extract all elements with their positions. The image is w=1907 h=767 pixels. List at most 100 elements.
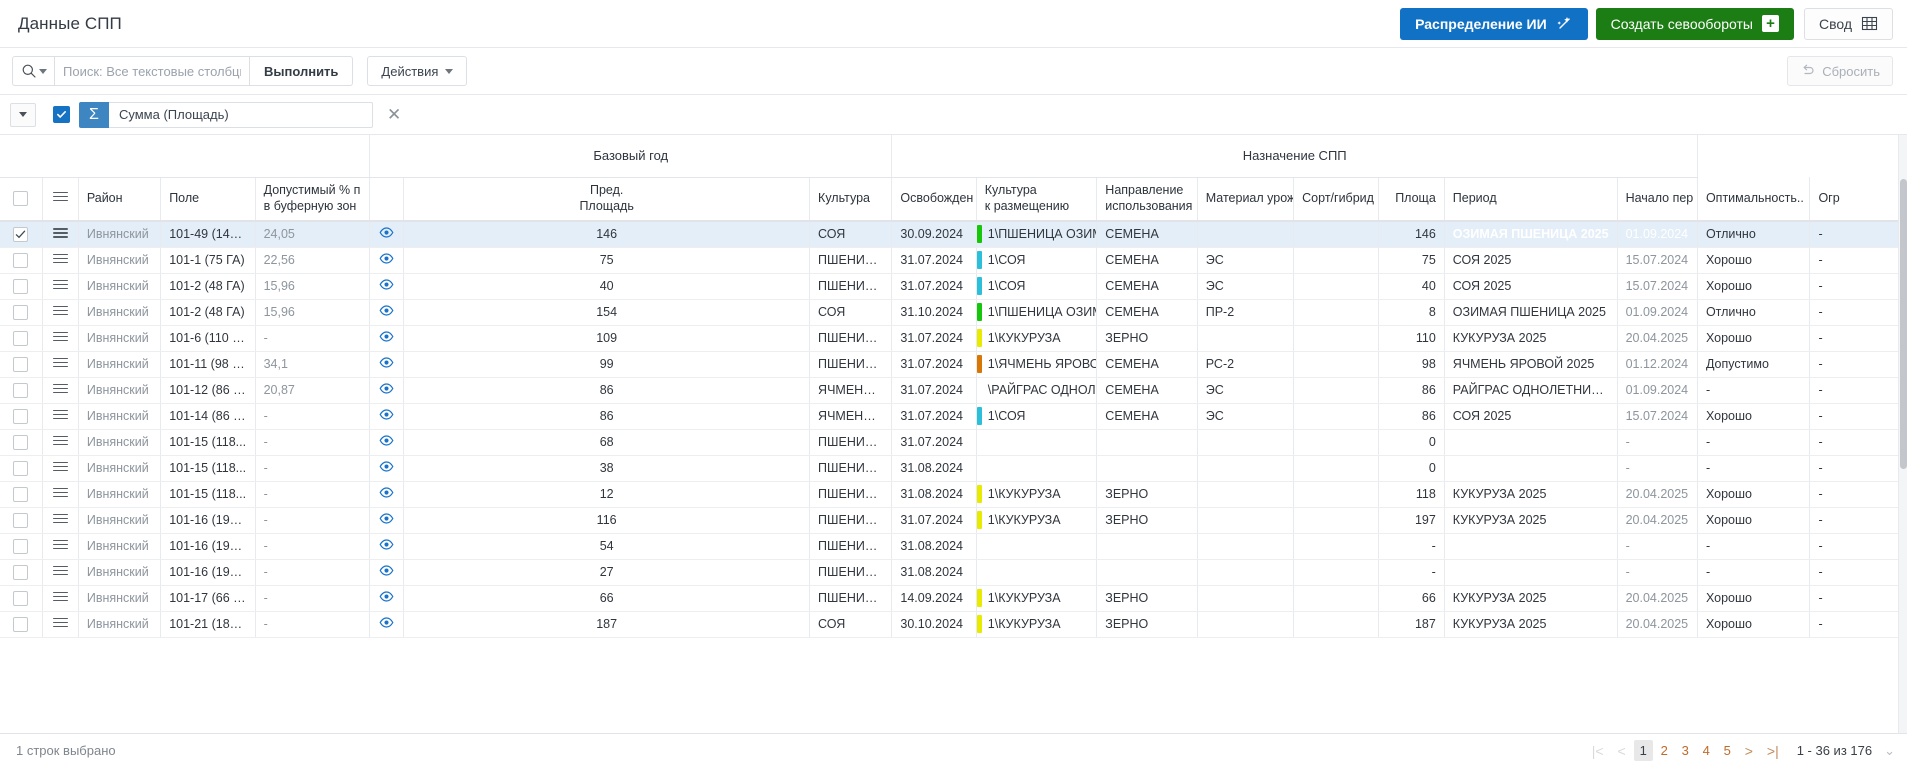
checkbox-icon[interactable]: [13, 564, 29, 580]
row-menu-icon[interactable]: [52, 355, 68, 369]
checkbox-icon[interactable]: [13, 356, 29, 372]
eye-icon[interactable]: [379, 485, 394, 500]
pager-page-3[interactable]: 3: [1681, 743, 1689, 758]
row-view-button[interactable]: [369, 247, 405, 274]
row-checkbox[interactable]: [0, 325, 43, 352]
column-header-check[interactable]: [0, 177, 43, 222]
row-menu-button[interactable]: [42, 585, 79, 612]
row-view-button[interactable]: [369, 507, 405, 534]
checkbox-icon[interactable]: [13, 460, 29, 476]
eye-icon[interactable]: [379, 537, 394, 552]
ai-distribution-button[interactable]: Распределение ИИ: [1400, 7, 1588, 40]
row-checkbox[interactable]: [0, 585, 43, 612]
eye-icon[interactable]: [379, 303, 394, 318]
row-menu-icon[interactable]: [52, 189, 68, 203]
eye-icon[interactable]: [379, 355, 394, 370]
table-row[interactable]: Ивнянский 101-1 (75 ГА) 22,56 75 ПШЕНИЦА ...…: [0, 247, 1899, 274]
row-checkbox[interactable]: [0, 455, 43, 482]
close-icon[interactable]: ✕: [387, 105, 402, 124]
row-checkbox[interactable]: [0, 429, 43, 456]
row-menu-icon[interactable]: [52, 226, 68, 240]
row-menu-icon[interactable]: [52, 381, 68, 395]
scrollbar-thumb[interactable]: [1900, 179, 1907, 469]
checkbox-icon[interactable]: [13, 486, 29, 502]
table-row[interactable]: Ивнянский 101-16 (197... -27 ПШЕНИЦА ... 31.…: [0, 559, 1899, 586]
checkbox-icon[interactable]: [13, 304, 29, 320]
row-menu-button[interactable]: [42, 611, 79, 638]
row-menu-button[interactable]: [42, 429, 79, 456]
search-input[interactable]: [54, 56, 250, 86]
row-menu-icon[interactable]: [52, 329, 68, 343]
checkbox-icon[interactable]: [13, 538, 29, 554]
table-row[interactable]: Ивнянский 101-15 (118... -68 ПШЕНИЦА ... 31.…: [0, 429, 1899, 456]
pager-page-4[interactable]: 4: [1702, 743, 1710, 758]
row-view-button[interactable]: [369, 351, 405, 378]
row-menu-icon[interactable]: [52, 511, 68, 525]
row-menu-button[interactable]: [42, 221, 79, 248]
row-view-button[interactable]: [369, 299, 405, 326]
row-view-button[interactable]: [369, 455, 405, 482]
eye-icon[interactable]: [379, 381, 394, 396]
eye-icon[interactable]: [379, 251, 394, 266]
aggregate-field[interactable]: Сумма (Площадь): [109, 101, 373, 128]
row-menu-icon[interactable]: [52, 589, 68, 603]
eye-icon[interactable]: [379, 563, 394, 578]
row-menu-button[interactable]: [42, 403, 79, 430]
row-menu-icon[interactable]: [52, 433, 68, 447]
row-menu-button[interactable]: [42, 299, 79, 326]
checkbox-icon[interactable]: [13, 408, 29, 424]
column-header-menu[interactable]: [42, 177, 79, 222]
row-view-button[interactable]: [369, 377, 405, 404]
summary-button[interactable]: Свод: [1803, 7, 1893, 40]
checkbox-icon[interactable]: [13, 382, 29, 398]
checkbox-icon[interactable]: [13, 512, 29, 528]
row-checkbox[interactable]: [0, 221, 43, 248]
eye-icon[interactable]: [379, 511, 394, 526]
row-view-button[interactable]: [369, 585, 405, 612]
row-menu-icon[interactable]: [52, 485, 68, 499]
pager-last-button[interactable]: >|: [1766, 742, 1779, 759]
row-view-button[interactable]: [369, 429, 405, 456]
row-checkbox[interactable]: [0, 559, 43, 586]
checkbox-icon[interactable]: [13, 616, 29, 632]
eye-icon[interactable]: [379, 615, 394, 630]
search-icon[interactable]: [12, 56, 54, 86]
eye-icon[interactable]: [379, 329, 394, 344]
eye-icon[interactable]: [379, 589, 394, 604]
row-checkbox[interactable]: [0, 351, 43, 378]
checkbox-icon[interactable]: [13, 252, 29, 268]
table-row[interactable]: Ивнянский 101-17 (66 Г... -66 ПШЕНИЦА ... 14…: [0, 585, 1899, 612]
row-menu-button[interactable]: [42, 559, 79, 586]
actions-button[interactable]: Действия: [367, 56, 468, 86]
row-menu-button[interactable]: [42, 351, 79, 378]
row-checkbox[interactable]: [0, 611, 43, 638]
row-menu-icon[interactable]: [52, 459, 68, 473]
checkbox-checked-icon[interactable]: [13, 226, 29, 242]
row-checkbox[interactable]: [0, 403, 43, 430]
row-view-button[interactable]: [369, 533, 405, 560]
reset-button[interactable]: Сбросить: [1787, 56, 1893, 86]
aggregate-enabled-checkbox[interactable]: [53, 106, 70, 123]
row-checkbox[interactable]: [0, 481, 43, 508]
eye-icon[interactable]: [379, 433, 394, 448]
table-row[interactable]: Ивнянский 101-6 (110 Г... -109 ПШЕНИЦА ... 3…: [0, 325, 1899, 352]
row-menu-icon[interactable]: [52, 277, 68, 291]
row-checkbox[interactable]: [0, 533, 43, 560]
checkbox-icon[interactable]: [13, 590, 29, 606]
row-view-button[interactable]: [369, 481, 405, 508]
checkbox-icon[interactable]: [13, 434, 29, 450]
search-submit-button[interactable]: Выполнить: [250, 56, 354, 86]
row-checkbox[interactable]: [0, 247, 43, 274]
row-view-button[interactable]: [369, 611, 405, 638]
table-row[interactable]: Ивнянский 101-16 (197... -116 ПШЕНИЦА ... 31…: [0, 507, 1899, 534]
row-view-button[interactable]: [369, 559, 405, 586]
row-menu-icon[interactable]: [52, 563, 68, 577]
row-menu-button[interactable]: [42, 377, 79, 404]
checkbox-icon[interactable]: [13, 330, 29, 346]
select-all-checkbox[interactable]: [13, 191, 29, 207]
table-row[interactable]: Ивнянский 101-15 (118... -12 ПШЕНИЦА ... 31.…: [0, 481, 1899, 508]
row-checkbox[interactable]: [0, 377, 43, 404]
pager-page-1[interactable]: 1: [1633, 740, 1653, 761]
create-rotations-button[interactable]: Создать севообороты +: [1595, 7, 1794, 40]
